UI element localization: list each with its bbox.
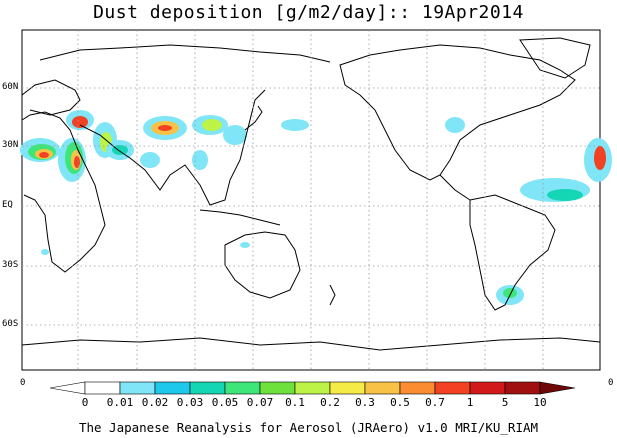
- map-frame: [21, 29, 601, 371]
- colorbar-label: 0.02: [141, 396, 169, 409]
- colorbar-swatch: [49, 381, 86, 395]
- colorbar-swatch: [189, 381, 226, 395]
- lon-label-left: 0: [20, 378, 26, 388]
- dust-central-asia: [140, 115, 247, 170]
- new-zealand-coast: [329, 284, 336, 306]
- dust-patagonia-core: [503, 288, 517, 298]
- dust-field: [20, 110, 612, 305]
- lat-label-60s: 60S: [2, 319, 19, 329]
- colorbar-label: 0.3: [355, 396, 375, 409]
- colorbar-label: 5: [501, 396, 509, 409]
- colorbar-label: 0.05: [211, 396, 239, 409]
- south-america-coast: [469, 194, 556, 311]
- lon-label-right: 0: [608, 378, 614, 388]
- lat-label-30s: 30S: [2, 260, 19, 270]
- greenland-coast: [519, 37, 591, 79]
- colorbar-label: 0.01: [106, 396, 134, 409]
- antarctica-coast: [21, 337, 601, 351]
- colorbar-swatch: [259, 381, 296, 395]
- eurasia-north-coast: [39, 44, 331, 63]
- central-america-coast: [439, 174, 471, 201]
- lat-label-60n: 60N: [2, 82, 19, 92]
- colorbar-label: 0.07: [246, 396, 274, 409]
- dust-west-africa-east-core: [594, 146, 606, 170]
- colorbar-label: 0.5: [390, 396, 410, 409]
- colorbar-label: 0.03: [176, 396, 204, 409]
- dust-indian-ocean: [240, 242, 250, 248]
- colorbar-swatch: [84, 381, 121, 395]
- colorbar-label: 1: [466, 396, 474, 409]
- japan-coast: [244, 105, 263, 131]
- colorbar: [49, 381, 576, 395]
- lat-label-30n: 30N: [2, 140, 19, 150]
- colorbar-swatch: [154, 381, 191, 395]
- colorbar-label: 0.1: [285, 396, 305, 409]
- asia-south-coast: [79, 89, 266, 206]
- dust-madagascar: [41, 249, 49, 255]
- colorbar-swatch: [469, 381, 506, 395]
- colorbar-swatch: [329, 381, 366, 395]
- africa-coast: [21, 111, 106, 273]
- colorbar-swatch: [294, 381, 331, 395]
- colorbar-swatch: [504, 381, 541, 395]
- indonesia-coast: [199, 209, 281, 226]
- colorbar-label: 0: [81, 396, 89, 409]
- graticule: [22, 30, 600, 370]
- colorbar-swatch: [434, 381, 471, 395]
- lat-label-eq: EQ: [2, 200, 13, 210]
- colorbar-label: 10: [533, 396, 547, 409]
- australia-coast: [224, 231, 301, 299]
- credit-line: The Japanese Reanalysis for Aerosol (JRA…: [78, 420, 539, 435]
- colorbar-label: 0.7: [425, 396, 445, 409]
- colorbar-swatch: [119, 381, 156, 395]
- dust-north-africa: [20, 110, 134, 182]
- dust-north-pacific: [281, 119, 309, 131]
- europe-coast: [21, 79, 81, 116]
- dust-north-america: [445, 117, 465, 133]
- colorbar-swatch: [364, 381, 401, 395]
- dust-caribbean-core: [547, 189, 583, 201]
- colorbar-swatch: [399, 381, 436, 395]
- north-america-coast: [339, 44, 576, 181]
- colorbar-swatch: [539, 381, 576, 395]
- colorbar-label: 0.2: [320, 396, 340, 409]
- coastlines: [21, 37, 601, 351]
- map-title: Dust deposition [g/m2/day]:: 19Apr2014: [93, 2, 524, 23]
- colorbar-swatch: [224, 381, 261, 395]
